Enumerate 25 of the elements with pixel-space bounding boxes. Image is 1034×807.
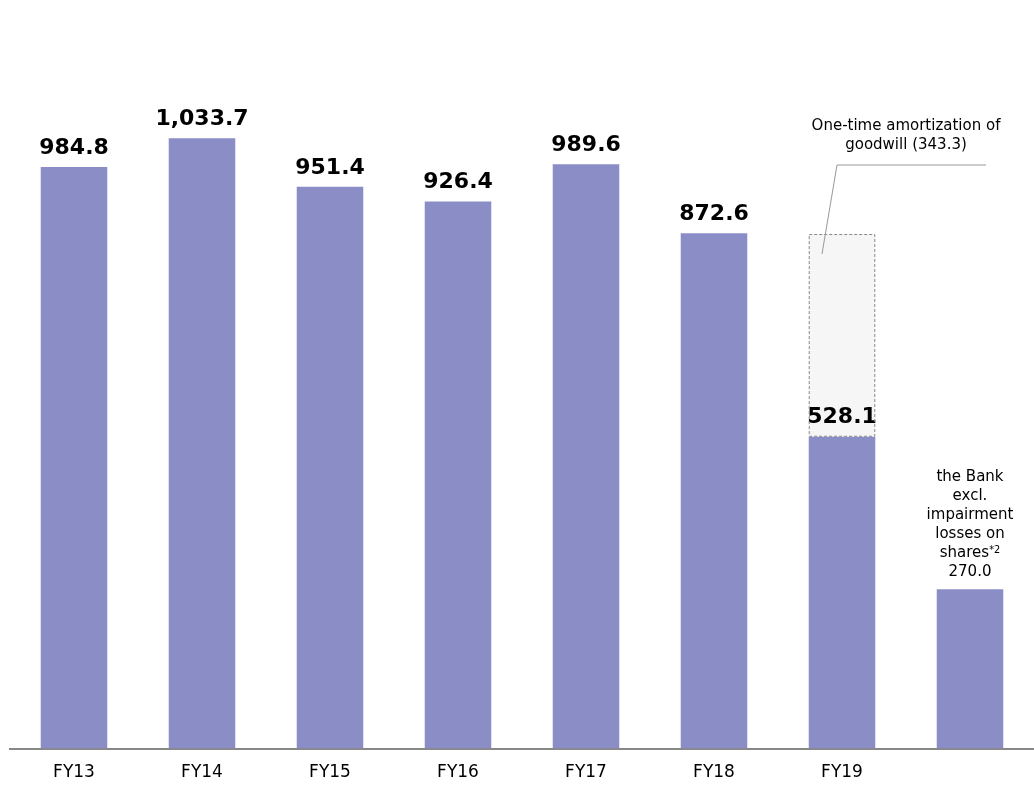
x-tick-label: FY17 (565, 761, 607, 782)
data-label: 270.0 (948, 561, 992, 580)
x-tick-label: FY19 (821, 761, 863, 782)
data-label: 1,033.7 (155, 104, 249, 130)
data-label: 872.6 (679, 200, 749, 226)
data-label: 926.4 (423, 168, 493, 194)
bar (424, 201, 492, 749)
bar (808, 436, 876, 749)
bar (168, 138, 236, 749)
data-label: 528.1 (807, 403, 877, 429)
bar (296, 186, 364, 749)
bar (936, 589, 1004, 749)
x-tick-label: FY15 (309, 761, 351, 782)
data-label: 984.8 (39, 133, 109, 159)
bar (680, 233, 748, 749)
data-label: 989.6 (551, 130, 621, 156)
x-tick-label: FY16 (437, 761, 479, 782)
x-tick-label: FY14 (181, 761, 223, 782)
data-label: 951.4 (295, 153, 365, 179)
x-tick-label: FY18 (693, 761, 735, 782)
annotation: One-time amortization of goodwill (343.3) (811, 116, 1002, 154)
x-tick-label: FY13 (53, 761, 95, 782)
bar (40, 167, 108, 749)
annotation: the Bank (936, 466, 1004, 485)
bar (552, 164, 620, 749)
